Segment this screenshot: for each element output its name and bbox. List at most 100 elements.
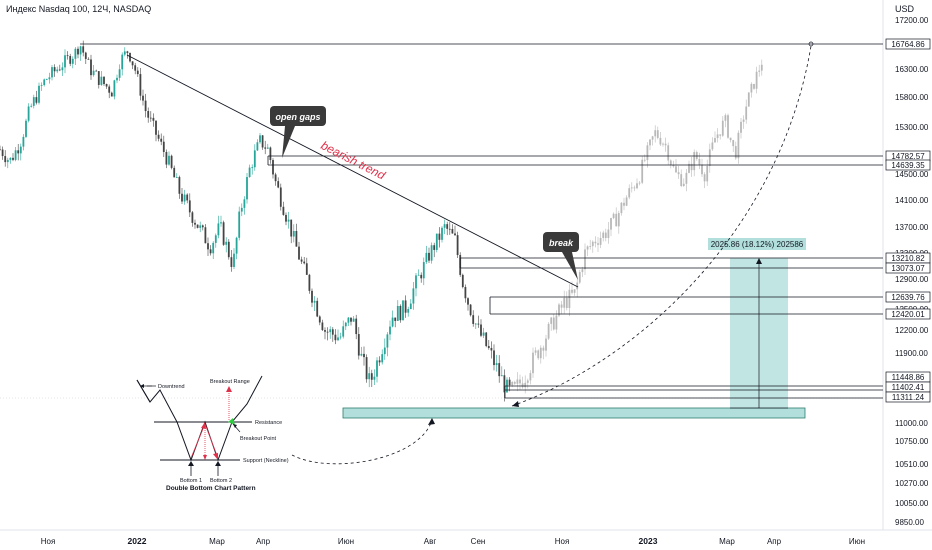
candle-body [337,337,339,341]
range-arrow-head [756,258,762,264]
candles [0,40,763,402]
candle-body [646,145,649,161]
candle-body [539,347,542,359]
candle-body [555,315,558,330]
candle-body [656,130,659,138]
candle-body [568,289,571,308]
candle-body [667,145,670,161]
candle-body [526,380,529,383]
candle-body [97,71,100,85]
candle-body [633,187,636,189]
candle-body [659,137,662,145]
svg-text:11311.24: 11311.24 [892,393,925,402]
open-gaps-callout: open gaps [270,106,326,158]
candle-body [755,71,758,89]
candle-body [404,300,407,313]
y-tick-label: 10510.00 [895,460,929,469]
candle-body [282,206,285,215]
candle-body [77,48,79,55]
y-tick-label: 17200.00 [895,16,929,25]
projection-curve-arrow [512,401,519,407]
candle-body [721,120,724,136]
candle-body [610,218,612,230]
candle-body [620,202,623,214]
candle-body [753,83,755,89]
svg-text:11448.86: 11448.86 [892,373,925,382]
candle-body [547,323,550,339]
candle-body [12,157,14,160]
candle-body [552,317,555,330]
candle-body [516,379,519,384]
support-zone [342,407,806,419]
candle-body [87,58,90,60]
candle-body [363,353,365,358]
candle-body [253,150,256,168]
candle-body [422,262,425,279]
candle-body [508,379,511,386]
downtrend-label: Downtrend [158,384,185,390]
y-axis-ticks: 17200.00 16300.00 15800.00 15300.00 14500.00… [895,16,929,527]
candle-body [116,77,118,81]
candle-body [758,70,761,72]
y-tick-label: 12900.00 [895,275,929,284]
candle-body [269,147,272,161]
candle-body [630,187,633,189]
level-label: 14782.57 [885,150,931,162]
candle-body [35,97,38,103]
candle-body [32,97,35,106]
svg-text:13210.82: 13210.82 [891,254,925,263]
candle-body [360,353,363,356]
candle-body [378,360,381,363]
candle-body [139,74,142,96]
candle-body [560,304,563,308]
candle-body [651,136,654,140]
candle-body [529,373,532,381]
candle-body [324,330,326,332]
candle-body [534,350,537,353]
candle-body [480,324,482,336]
breakout-range-label: Breakout Range [210,379,250,385]
candle-body [25,120,27,137]
y-tick-label: 10750.00 [895,437,929,446]
candle-body [129,52,131,62]
candle-body [316,300,319,317]
candle-body [732,140,735,147]
candle-body [6,159,9,163]
candle-body [594,241,597,244]
candle-body [339,336,342,338]
x-tick-label: Апр [256,537,271,546]
candle-body [186,194,189,201]
x-tick-label: Сен [471,537,486,546]
candle-body [118,69,121,78]
projection-curve [511,45,812,407]
candle-body [524,382,527,388]
bottom1-label: Bottom 1 [180,478,202,484]
candle-body [350,317,352,322]
candle-body [519,379,521,384]
y-tick-label: 11000.00 [895,419,928,428]
candle-body [175,177,178,178]
candle-body [79,46,82,55]
candle-body [131,61,134,66]
candle-body [641,159,644,183]
candle-body [311,290,313,303]
candle-body [623,202,625,206]
candle-body [545,338,547,351]
x-tick-label: Мар [209,537,225,546]
candle-body [168,155,170,165]
candle-body [261,135,264,148]
y-tick-label: 9850.00 [895,518,924,527]
candle-body [279,187,282,207]
candle-body [152,117,155,121]
candle-body [389,326,391,335]
candle-body [264,147,267,149]
candle-body [417,274,420,276]
candle-body [235,237,238,254]
candle-body [201,225,204,228]
candle-body [451,229,454,234]
range-label: 2025.86 (18.12%) 202586 [711,240,804,249]
candle-body [477,323,480,325]
candle-body [352,318,355,322]
x-tick-label: Июн [338,537,354,546]
